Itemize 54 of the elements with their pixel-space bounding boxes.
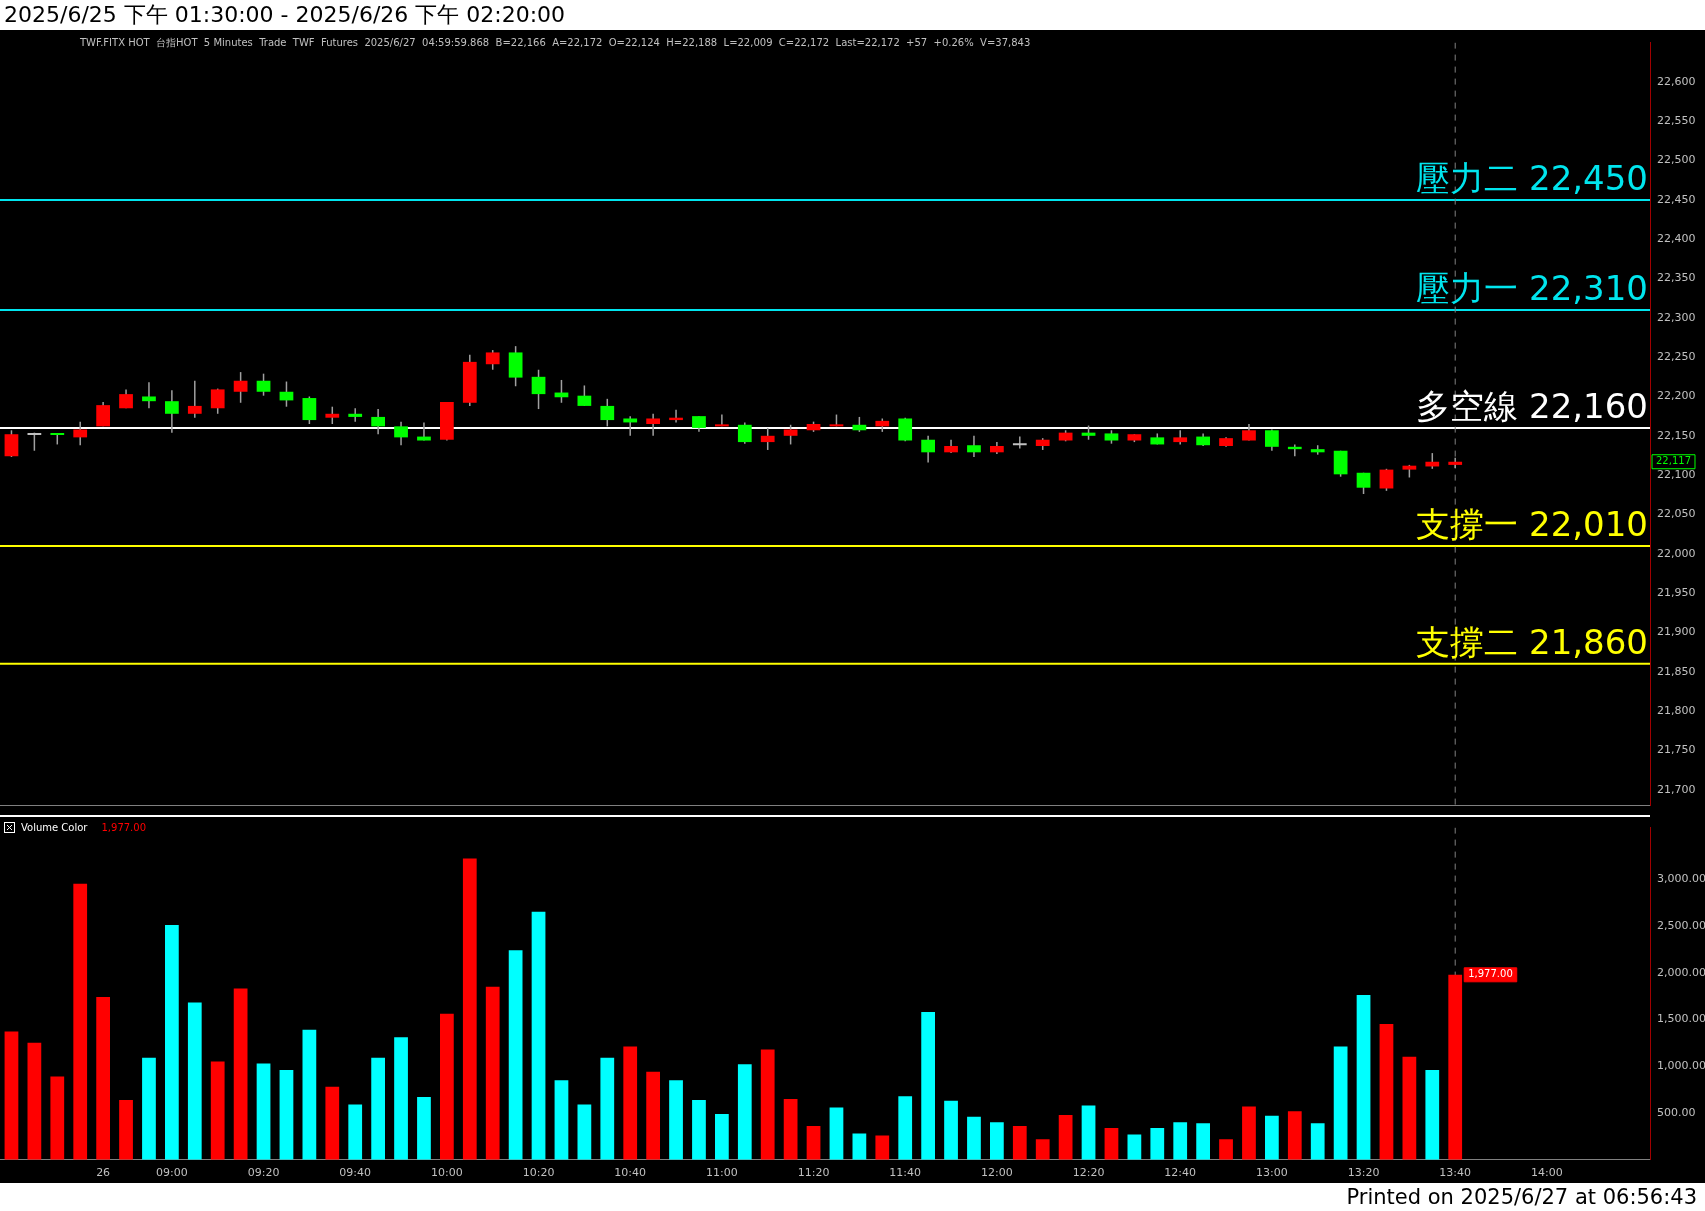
x-tick-label: 11:00 (706, 1166, 738, 1180)
x-tick-label: 11:40 (889, 1166, 922, 1180)
x-tick-label: 10:20 (522, 1166, 555, 1180)
text: Printed on 2025/6/27 at 06:56:43 (1346, 1184, 1697, 1211)
y-tick-label: 22,200 (1657, 389, 1696, 403)
y-tick-label: 1,000.00 (1657, 1059, 1705, 1073)
y-tick-label: 22,300 (1657, 310, 1696, 324)
y-tick-label: 21,750 (1657, 743, 1696, 757)
y-tick-label: 3,000.00 (1657, 871, 1705, 885)
y-tick-label: 1,500.00 (1657, 1012, 1705, 1026)
x-tick-label: 13:00 (1256, 1166, 1288, 1180)
y-tick-label: 22,000 (1657, 546, 1696, 560)
y-tick-label: 2,500.00 (1657, 918, 1705, 932)
y-tick-label: 22,250 (1657, 350, 1696, 364)
y-tick-label: 22,550 (1657, 114, 1696, 128)
ref-line-label: 支撐二 21,860 (1416, 621, 1648, 662)
ref-line-label: 壓力一 22,310 (1416, 267, 1648, 308)
y-tick-label: 22,050 (1657, 507, 1696, 521)
x-tick-label: 11:20 (797, 1166, 830, 1180)
y-tick-label: 22,500 (1657, 153, 1696, 167)
x-tick-label: 14:00 (1531, 1166, 1563, 1180)
ref-line-label: 多空線 22,160 (1416, 385, 1648, 426)
y-tick-label: 21,700 (1657, 782, 1696, 796)
x-tick-label: 09:20 (247, 1166, 280, 1180)
chart-title: Volume Color (21, 822, 88, 833)
annotation: 1,977.00 (1468, 968, 1513, 980)
y-tick-label: 21,900 (1657, 625, 1696, 639)
x-tick-label: 09:40 (339, 1166, 372, 1180)
y-tick-label: 22,400 (1657, 232, 1696, 246)
chart-subtitle: TWF.FITX HOT 台指HOT 5 Minutes Trade TWF Futures 2025/6/27 04:59:59.868 B=22,166 A=22,172 O=22,124 H=22,188 L=22,009 C=22,172 Last=22,172 +57 +0.26% V=37,843 (80, 36, 1031, 50)
x-tick-label: 12:20 (1072, 1166, 1105, 1180)
y-tick-label: 22,150 (1657, 428, 1696, 442)
chart-title: 2025/6/25 下午 01:30:00 - 2025/6/26 下午 02:20:00 (0, 0, 1705, 30)
ref-line-label: 壓力二 22,450 (1416, 157, 1648, 198)
y-tick-label: 500.00 (1657, 1105, 1696, 1119)
y-tick-label: 21,950 (1657, 585, 1696, 599)
y-tick-label: 22,600 (1657, 74, 1696, 88)
x-tick-label: 13:40 (1439, 1166, 1472, 1180)
y-tick-label: 21,850 (1657, 664, 1696, 678)
y-tick-label: 22,350 (1657, 271, 1696, 285)
x-tick-label: 12:00 (981, 1166, 1013, 1180)
x-tick-label: 12:40 (1164, 1166, 1197, 1180)
x-tick-label: 26 (96, 1166, 111, 1180)
ref-line-label: 支撐一 22,010 (1416, 503, 1648, 544)
x-tick-label: 09:00 (156, 1166, 188, 1180)
annotation: 22,117 (1656, 455, 1691, 467)
y-tick-label: 22,100 (1657, 467, 1696, 481)
annotation: 1,977.00 (101, 822, 147, 833)
y-tick-label: 21,800 (1657, 703, 1696, 717)
y-tick-label: 2,000.00 (1657, 965, 1705, 979)
x-tick-label: 10:00 (431, 1166, 463, 1180)
x-tick-label: 13:20 (1347, 1166, 1380, 1180)
x-tick-label: 10:40 (614, 1166, 647, 1180)
y-tick-label: 22,450 (1657, 192, 1696, 206)
